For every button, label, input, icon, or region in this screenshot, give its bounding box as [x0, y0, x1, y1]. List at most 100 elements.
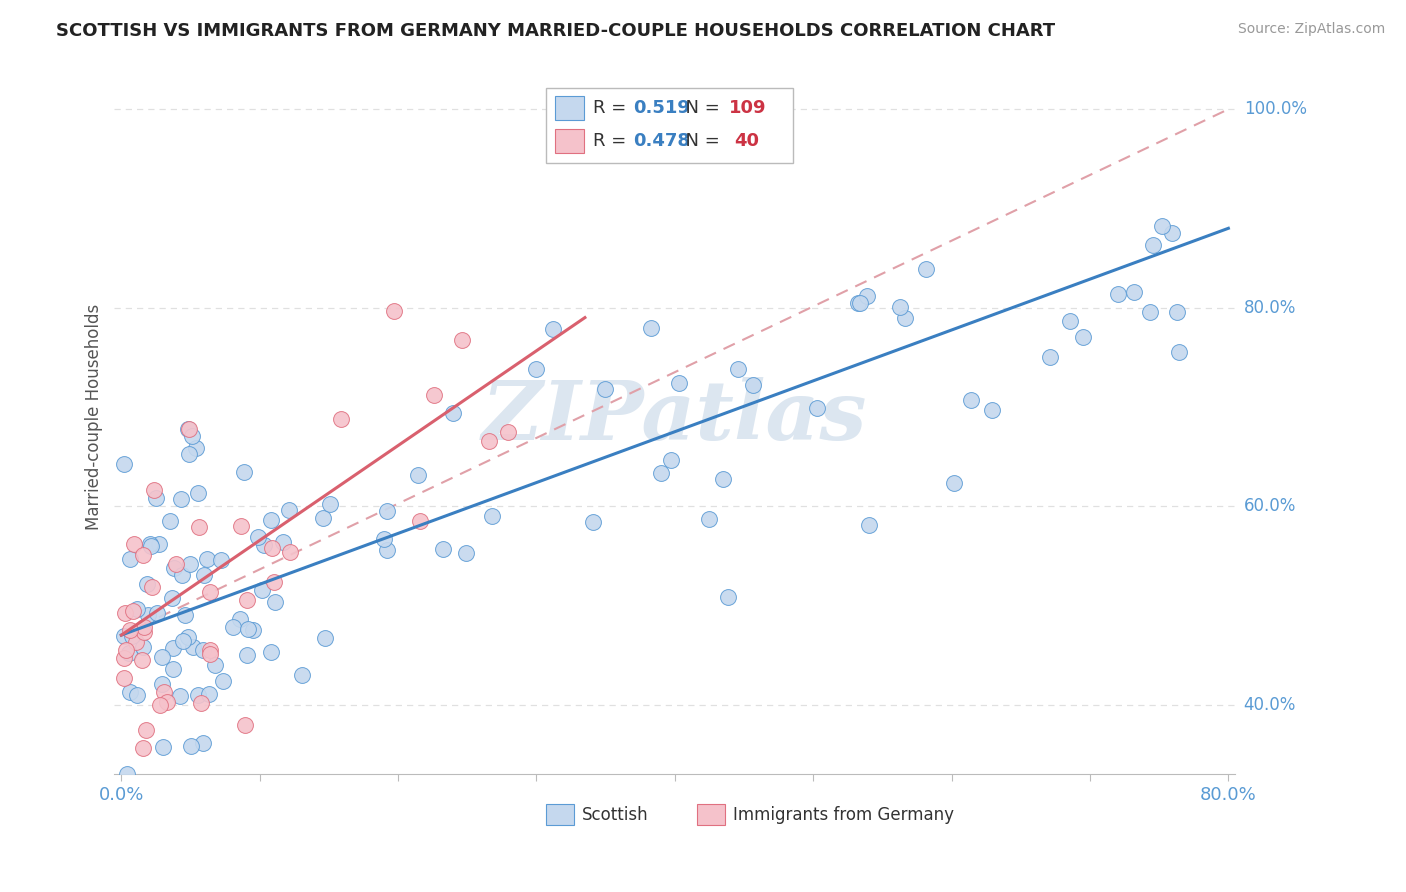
- Point: [165, 558, 187, 572]
- Text: Scottish: Scottish: [582, 805, 648, 823]
- Point: [382, 303, 405, 318]
- Point: [139, 537, 162, 551]
- Text: 109: 109: [728, 99, 766, 117]
- Point: [132, 548, 155, 562]
- Point: [190, 696, 212, 710]
- Point: [177, 631, 200, 645]
- Point: [139, 540, 162, 554]
- Point: [122, 537, 145, 551]
- Point: [889, 300, 911, 314]
- Point: [432, 541, 454, 556]
- Point: [253, 538, 276, 552]
- Point: [478, 434, 501, 449]
- Point: [150, 677, 173, 691]
- Text: R =: R =: [593, 132, 633, 150]
- Point: [942, 475, 965, 490]
- Point: [1166, 305, 1188, 319]
- Point: [1039, 350, 1062, 364]
- Point: [179, 447, 201, 461]
- Point: [848, 296, 870, 310]
- Point: [1107, 286, 1129, 301]
- Point: [118, 552, 141, 566]
- Point: [125, 635, 148, 649]
- Point: [247, 530, 270, 544]
- Point: [409, 514, 432, 528]
- Point: [273, 535, 295, 549]
- Point: [193, 642, 215, 657]
- Bar: [555, 129, 583, 153]
- Point: [481, 509, 503, 524]
- Point: [132, 624, 155, 639]
- Point: [260, 645, 283, 659]
- Point: [377, 503, 399, 517]
- Point: [329, 411, 352, 425]
- Point: [180, 739, 202, 753]
- Point: [114, 606, 136, 620]
- Point: [260, 513, 283, 527]
- Text: R =: R =: [593, 99, 633, 117]
- Point: [141, 580, 163, 594]
- Point: [134, 620, 156, 634]
- Text: 80.0%: 80.0%: [1244, 299, 1296, 317]
- Point: [742, 378, 765, 392]
- Point: [640, 321, 662, 335]
- Text: SCOTTISH VS IMMIGRANTS FROM GERMANY MARRIED-COUPLE HOUSEHOLDS CORRELATION CHART: SCOTTISH VS IMMIGRANTS FROM GERMANY MARR…: [56, 22, 1056, 40]
- Point: [1059, 314, 1081, 328]
- Point: [375, 542, 398, 557]
- Point: [291, 668, 314, 682]
- Point: [172, 567, 194, 582]
- Point: [143, 483, 166, 497]
- Text: 60.0%: 60.0%: [1244, 497, 1296, 515]
- Point: [1152, 219, 1174, 233]
- Point: [162, 640, 184, 655]
- Point: [441, 406, 464, 420]
- Point: [131, 653, 153, 667]
- Y-axis label: Married-couple Households: Married-couple Households: [86, 303, 103, 530]
- Text: N =: N =: [673, 99, 725, 117]
- Point: [132, 640, 155, 654]
- Point: [277, 503, 299, 517]
- Text: Source: ZipAtlas.com: Source: ZipAtlas.com: [1237, 22, 1385, 37]
- Point: [232, 465, 254, 479]
- Point: [312, 510, 335, 524]
- Point: [198, 688, 221, 702]
- Point: [204, 657, 226, 672]
- Point: [160, 591, 183, 606]
- Point: [153, 685, 176, 699]
- Point: [177, 422, 200, 436]
- Point: [806, 401, 828, 416]
- Point: [145, 491, 167, 505]
- Point: [650, 466, 672, 480]
- Point: [136, 607, 159, 622]
- Point: [181, 640, 204, 654]
- Point: [314, 632, 336, 646]
- Point: [114, 651, 136, 665]
- Point: [135, 577, 157, 591]
- Point: [856, 289, 879, 303]
- Point: [121, 604, 143, 618]
- Point: [125, 688, 148, 702]
- Point: [120, 685, 142, 699]
- Point: [1142, 238, 1164, 252]
- Point: [727, 362, 749, 376]
- Point: [1139, 305, 1161, 319]
- Point: [172, 633, 194, 648]
- Point: [200, 584, 222, 599]
- Point: [169, 689, 191, 703]
- Text: 0.519: 0.519: [633, 99, 690, 117]
- Text: 40: 40: [734, 132, 759, 150]
- Point: [127, 602, 149, 616]
- Bar: [697, 804, 725, 825]
- Point: [198, 647, 221, 661]
- Point: [264, 595, 287, 609]
- Point: [155, 695, 177, 709]
- Point: [858, 517, 880, 532]
- Point: [238, 622, 260, 636]
- Point: [231, 519, 253, 533]
- Point: [263, 574, 285, 589]
- Point: [406, 468, 429, 483]
- Point: [236, 592, 259, 607]
- Point: [188, 520, 211, 534]
- Point: [118, 646, 141, 660]
- Point: [195, 551, 218, 566]
